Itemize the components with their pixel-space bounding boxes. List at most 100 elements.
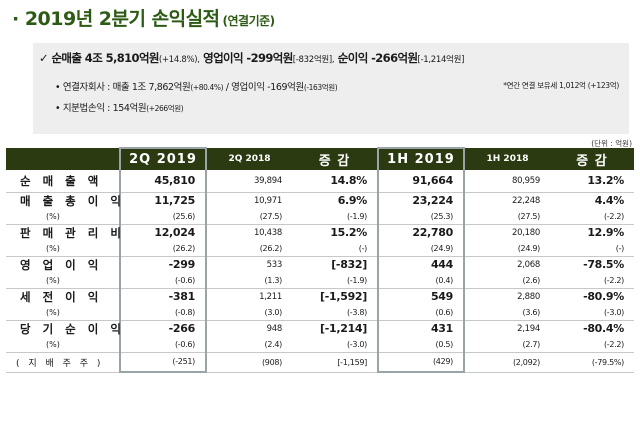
row-value: [-1,214] [319,322,367,336]
pct-value: (0.6) [377,305,465,321]
row-label: 판 매 관 리 비 [20,225,125,240]
row-value: 444 [377,256,465,273]
summary-subsidiary: • 연결자회사 : 매출 1조 7,862억원(+80.4%) / 영업이익 -… [55,79,338,93]
row-value: 80,959 [464,170,550,193]
header-change-h: 증 감 [550,148,634,170]
row-value: 2,880 [517,291,540,302]
summary-headline: ✓ 순매출 4조 5,810억원(+14.8%), 영업이익 -299억원[-8… [39,50,464,66]
row-value: 10,971 [254,195,282,206]
pct-value: (-0.8) [119,305,207,321]
row-value: 2,068 [517,259,540,270]
pct-value: (-) [550,241,634,257]
table-row-controlling: ( 지 배 주 주 ) (-251) (908) [-1,159] (429) (2,09… [6,352,634,373]
row-value: 10,438 [254,227,282,238]
header-1h2018: 1H 2018 [464,148,550,170]
table-row: 영 업 이 익 -299 533 [-832] 444 2,068 -78.5% [6,256,634,273]
pct-label: (%) [6,273,120,289]
row-value: 12.9% [587,226,624,240]
headline-net: 순이익 -266억원 [337,51,418,65]
controlling-value: [-1,159] [292,352,378,373]
header-label [6,148,120,170]
row-value: 20,180 [512,227,540,238]
pct-value: (26.2) [206,241,292,257]
pct-value: (2.7) [464,337,550,353]
row-value: 13.2% [550,170,634,193]
pct-value: (0.4) [377,273,465,289]
row-value: 431 [377,320,465,337]
subsidiary-op: / 영업이익 -169억원 [225,82,304,93]
pct-value: (-3.0) [292,337,378,353]
pct-value: (2.6) [464,273,550,289]
pct-value: (0.5) [377,337,465,353]
table-row-pct: (%) (26.2) (26.2) (-) (24.9) (24.9) (-) [6,241,634,257]
row-value: 11,725 [119,192,207,209]
pct-value: (25.3) [377,209,465,225]
pct-value: (-0.6) [119,337,207,353]
pct-value: (3.0) [206,305,292,321]
pct-label: (%) [6,305,120,321]
headline-sales-change: (+14.8%), [158,55,200,65]
table-row-pct: (%) (-0.8) (3.0) (-3.8) (0.6) (3.6) (-3.0) [6,305,634,321]
unit-label: (단위 : 억원) [591,139,632,148]
table-row-pct: (%) (-0.6) (2.4) (-3.0) (0.5) (2.7) (-2.2) [6,337,634,353]
page-title-main: · 2019년 2분기 손익실적 [12,8,220,30]
headline-op-change: [-832억원], [292,55,335,65]
controlling-value: (-79.5%) [550,352,634,373]
pct-value: (25.6) [119,209,207,225]
row-value: 39,894 [206,170,292,193]
header-1h2019: 1H 2019 [377,147,465,170]
equity-text: 지분법손익 : 154억원 [62,103,147,114]
row-value: -80.4% [583,322,624,336]
headline-net-change: [-1,214억원] [417,55,465,65]
headline-sales: 순매출 4조 5,810억원 [51,51,159,65]
bullet-icon: • [55,103,61,114]
table-row: 세 전 이 익 -381 1,211 [-1,592] 549 2,880 -80.9% [6,288,634,305]
row-value: 533 [266,259,283,270]
pct-label: (%) [6,241,120,257]
table-row-pct: (%) (25.6) (27.5) (-1.9) (25.3) (27.5) (-2.2) [6,209,634,225]
table-row: 순 매 출 액 45,810 39,894 14.8% 91,664 80,959 13.2… [6,170,634,193]
row-value: 1,211 [259,291,282,302]
equity-change: (+266억원) [146,104,184,113]
pct-value: (-0.6) [119,273,207,289]
pct-label: (%) [6,337,120,353]
controlling-value: (-251) [119,352,207,373]
check-icon: ✓ [39,51,49,65]
pct-value: (3.6) [464,305,550,321]
pct-value: (2.4) [206,337,292,353]
header-2q2018: 2Q 2018 [206,148,292,170]
pct-value: (27.5) [464,209,550,225]
row-value: 22,780 [377,224,465,241]
pct-value: (-1.9) [292,273,378,289]
table-header-row: 2Q 2019 2Q 2018 증 감 1H 2019 1H 2018 증 감 [6,147,634,170]
summary-note: *연간 연결 보유세 1,012억 (+123억) [503,81,619,90]
row-value: 14.8% [292,170,378,193]
row-label: 세 전 이 익 [20,289,103,304]
summary-box: ✓ 순매출 4조 5,810억원(+14.8%), 영업이익 -299억원[-8… [33,43,629,134]
row-value: 22,248 [512,195,540,206]
row-value: 2,194 [517,323,540,334]
pct-value: (-3.0) [550,305,634,321]
row-value: -381 [119,288,207,305]
summary-equity: • 지분법손익 : 154억원(+266억원) [55,100,184,114]
row-label: 순 매 출 액 [6,170,120,193]
row-value: -266 [119,320,207,337]
row-value: 948 [266,323,283,334]
income-table: 2Q 2019 2Q 2018 증 감 1H 2019 1H 2018 증 감 … [6,147,634,373]
subsidiary-op-change: (-163억원) [303,83,338,92]
row-label: 당 기 순 이 익 [20,321,125,336]
controlling-value: (429) [377,352,465,373]
row-value: 91,664 [377,170,465,193]
page-title: · 2019년 2분기 손익실적 (연결기준) [12,4,275,30]
table-row: 매 출 총 이 익 11,725 10,971 6.9% 23,224 22,248 4.4… [6,192,634,209]
subsidiary-sales: 연결자회사 : 매출 1조 7,862억원 [62,82,191,93]
page-title-sub: (연결기준) [222,14,276,28]
row-label: 영 업 이 익 [20,257,103,272]
row-label: 매 출 총 이 익 [20,193,125,208]
row-value: -80.9% [583,290,624,304]
pct-value: (24.9) [464,241,550,257]
subsidiary-sales-change: (+80.4%) [190,83,224,92]
pct-value: (-1.9) [292,209,378,225]
pct-value: (24.9) [377,241,465,257]
row-value: -299 [119,256,207,273]
